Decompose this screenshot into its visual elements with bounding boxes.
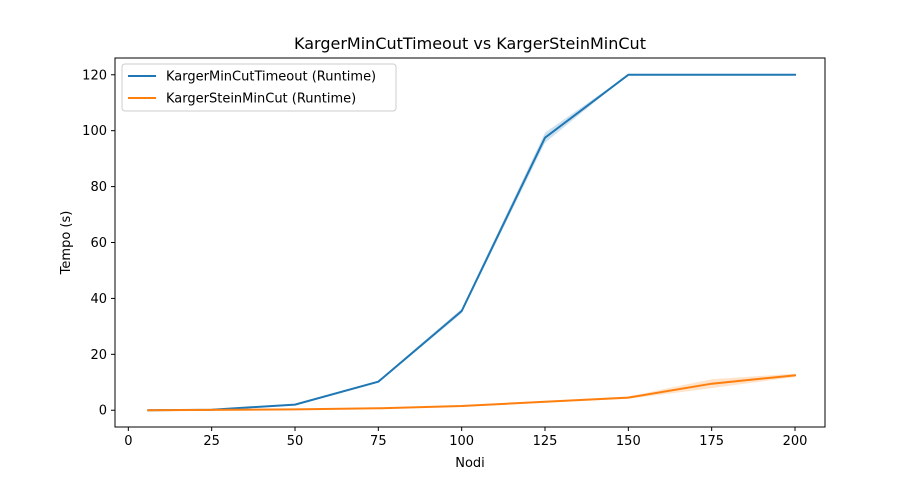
x-tick-label: 175 <box>699 434 724 449</box>
x-tick-label: 100 <box>449 434 474 449</box>
y-tick-label: 80 <box>90 180 107 195</box>
y-axis-label: Tempo (s) <box>59 211 74 276</box>
series-line-1 <box>147 73 796 412</box>
chart-title: KargerMinCutTimeout vs KargerSteinMinCut <box>294 34 646 53</box>
x-tick-label: 25 <box>203 434 220 449</box>
axes: 0 25 50 75 100 125 150 175 200 0 20 40 60 80 100 120 <box>82 68 807 449</box>
x-tick-label: 50 <box>287 434 304 449</box>
legend-box <box>121 63 397 112</box>
y-tick-label: 100 <box>82 124 107 139</box>
x-tick-label: 0 <box>124 434 132 449</box>
y-tick-label: 20 <box>90 348 107 363</box>
x-tick-label: 75 <box>370 434 387 449</box>
y-tick-label: 60 <box>90 236 107 251</box>
series-line-2 <box>147 374 797 412</box>
legend-label-series-2: KargerSteinMinCut (Runtime) <box>166 92 356 107</box>
legend: KargerMinCutTimeout (Runtime) KargerStein… <box>121 63 397 112</box>
plot-area <box>147 73 797 412</box>
x-tick-label: 200 <box>783 434 808 449</box>
y-tick-label: 0 <box>99 404 107 419</box>
x-tick-label: 125 <box>533 434 558 449</box>
x-axis-label: Nodi <box>455 456 485 471</box>
x-tick-label: 150 <box>616 434 641 449</box>
y-tick-label: 40 <box>90 292 107 307</box>
legend-label-series-1: KargerMinCutTimeout (Runtime) <box>166 70 376 85</box>
y-tick-label: 120 <box>82 68 107 83</box>
